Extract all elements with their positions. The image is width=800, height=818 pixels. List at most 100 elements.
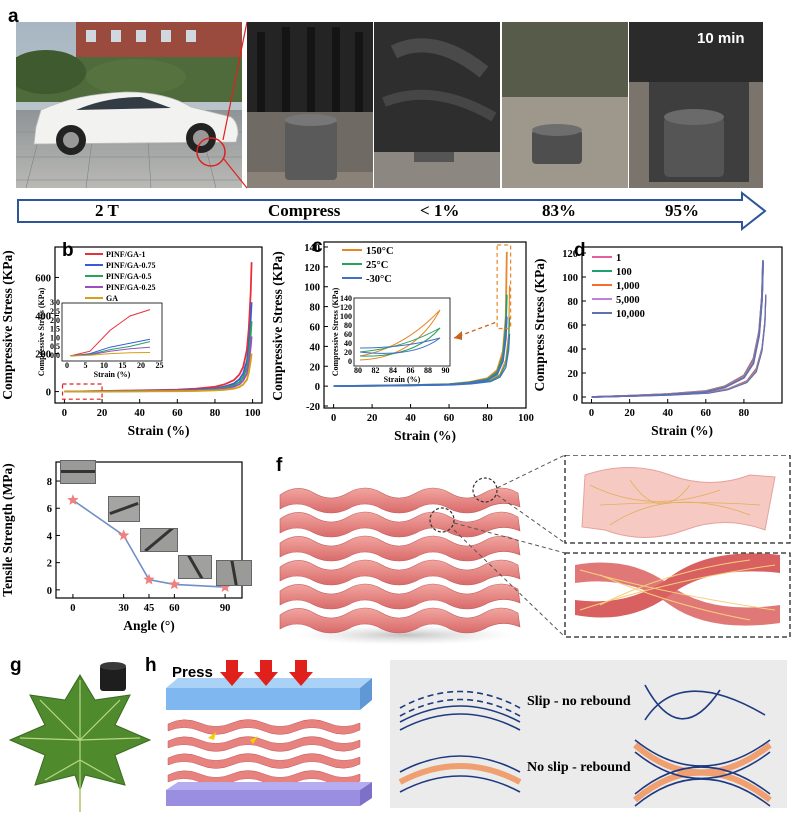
y-tick-label: 60 [568,321,579,332]
wavy-layer [279,559,521,586]
x-tick-label: 80 [482,413,493,424]
y-tick-label: 8 [47,477,52,488]
legend-label: 1 [616,253,621,264]
x-tick-label: 20 [367,413,378,424]
inset-series-load [359,327,441,353]
inset-y-tick-label: 40 [344,339,352,348]
series-unload-line-4 [594,294,767,398]
inset-x-tick-label: 86 [407,366,415,375]
x-axis-label: Strain (%) [128,423,190,438]
wavy-layer [167,753,361,769]
inset-series-line [69,309,151,357]
slip-label: Slip - no rebound [527,694,631,709]
slip-diagram [398,684,772,807]
x-tick-label: 0 [331,413,336,424]
y-tick-label: 100 [304,283,320,294]
data-point [117,529,130,541]
inset-x-tick-label: 84 [389,366,397,375]
panel-label-d: d [574,240,586,261]
e-photo-0 [60,460,96,484]
x-tick-label: 40 [134,408,145,419]
inset-y-tick-label: 100 [340,312,352,321]
legend-label: 100 [616,267,632,278]
y-tick-label: 60 [310,322,321,333]
inset-series-unload [359,337,441,354]
data-point [143,573,155,585]
inset-y-tick-label: 2.5 [50,307,60,316]
layered-structure-illustration [279,455,791,645]
compress-photo-4 [629,22,763,188]
y-tick-label: 120 [304,263,320,274]
x-tick-label: 20 [97,408,108,419]
leaf-photo [8,662,152,812]
arrow-label-1pct: < 1% [420,201,460,220]
inset-y-tick-label: 60 [344,330,352,339]
inset-y-label: Compressive Stress (KPa) [331,287,340,376]
inset-y-tick-label: 1.5 [50,325,60,334]
x-tick-label: 0 [62,408,67,419]
data-point [67,494,79,505]
inset-y-tick-label: 20 [344,348,352,357]
inset-y-tick-label: 3.0 [50,298,60,307]
panel-label-b: b [62,240,74,261]
inset-y-tick-label: 0.0 [50,351,60,360]
inset-x-tick-label: 80 [354,366,362,375]
compress-photo-2 [374,22,500,188]
arrow-label-95pct: 95% [665,201,699,220]
y-tick-label: 200 [35,350,51,361]
process-arrow [17,190,767,232]
wavy-layer [167,736,361,752]
inset-series-load [359,337,441,349]
inset-x-label: Strain (%) [384,375,421,384]
noslip-label: No slip - rebound [527,760,631,775]
panel-label-c: c [312,236,323,257]
x-tick-label: 60 [172,408,183,419]
y-tick-label: 80 [568,297,579,308]
y-tick-label: 400 [35,311,51,322]
x-tick-label: 20 [624,408,635,419]
e-photo-60 [178,555,212,579]
inset-y-tick-label: 1.0 [50,333,60,342]
x-tick-label: 90 [220,603,231,614]
data-point [219,581,231,592]
inset-y-tick-label: 2.0 [50,316,60,325]
inset-y-tick-label: 120 [340,303,352,312]
inset-x-tick-label: 0 [65,361,69,370]
legend-label: -30°C [366,274,392,285]
legend-label: PINF/GA-0.75 [106,261,156,270]
plot-frame [54,246,263,404]
wavy-layer [279,487,521,514]
series-line-4 [64,353,253,393]
x-tick-label: 60 [701,408,712,419]
inset-x-tick-label: 5 [84,361,88,370]
legend-label: PINF/GA-0.5 [106,272,152,281]
arrow-label-2t: 2 T [95,201,119,220]
legend-label: PINF/GA-1 [106,250,146,259]
y-axis-label: Compressive Stress (KPa) [0,250,15,399]
panel-label-g: g [10,655,22,676]
wavy-layer [279,607,521,634]
inset-x-tick-label: 88 [424,366,432,375]
legend-label: 5,000 [616,295,640,306]
y-tick-label: 20 [568,369,579,380]
inset-y-tick-label: 80 [344,321,352,330]
y-tick-label: 0 [573,393,578,404]
zoom-arrowhead [454,331,462,340]
panel-label-a: a [8,6,19,27]
y-tick-label: 40 [568,345,579,356]
x-tick-label: 40 [662,408,673,419]
plot-frame [323,241,527,409]
x-tick-label: 100 [518,413,534,424]
chart-e: 0 30 45 60 90 0 2 4 6 8 Angle (°) Tensile Strength … [0,461,243,633]
zoom-box [61,383,103,400]
legend-label: 10,000 [616,309,645,320]
legend-label: PINF/GA-0.25 [106,283,156,292]
inset-series-unload [359,327,441,357]
y-tick-label: 0 [315,382,320,393]
y-tick-label: 140 [304,243,320,254]
x-tick-label: 60 [444,413,455,424]
y-tick-label: 100 [562,273,578,284]
press-illustration [166,660,372,806]
chart-c: 0 20 40 60 80 100-20020406080100120140Strain … [270,241,534,443]
